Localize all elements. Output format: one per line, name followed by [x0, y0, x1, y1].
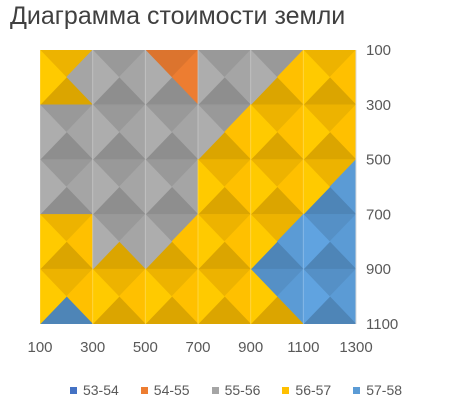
contour-cell-57-58	[303, 268, 331, 324]
contour-cell-55-56	[145, 158, 173, 216]
contour-cell-55-56	[250, 50, 278, 106]
contour-cell-56-57	[40, 268, 67, 324]
legend-item: 56-57	[282, 382, 331, 398]
contour-cell-56-57	[145, 268, 173, 324]
y-tick-label: 300	[366, 97, 391, 114]
contour-cell-56-57	[303, 104, 331, 161]
legend-item: 57-58	[353, 382, 402, 398]
legend-label: 53-54	[82, 382, 119, 398]
legend-swatch	[140, 386, 148, 394]
contour-cell-56-57	[40, 50, 67, 106]
legend-swatch	[211, 386, 219, 394]
legend-item: 55-56	[211, 382, 261, 398]
contour-cell-55-56	[145, 213, 173, 270]
x-tick-label: 300	[80, 339, 105, 356]
y-tick-label: 500	[366, 152, 391, 169]
x-tick-label: 500	[133, 339, 158, 356]
contour-cell-56-57	[303, 50, 331, 106]
contour-cell-55-56	[40, 159, 67, 215]
contour-cell-56-57	[250, 104, 278, 161]
contour-cell-56-57	[250, 158, 278, 216]
contour-cell-55-56	[145, 104, 173, 161]
legend-swatch	[353, 386, 361, 394]
legend-label: 55-56	[224, 382, 261, 398]
legend-item: 53-54	[69, 382, 119, 398]
x-tick-label: 1100	[287, 339, 319, 356]
y-tick-label: 700	[366, 206, 391, 223]
legend-swatch	[282, 386, 290, 394]
contour-cell-56-57	[250, 268, 278, 324]
legend-swatch	[69, 386, 77, 394]
contour-cell-55-56	[92, 104, 120, 161]
legend-label: 57-58	[366, 382, 403, 398]
contour-cell-57-58	[303, 213, 331, 270]
x-tick-label: 100	[27, 339, 52, 356]
contour-cell-56-57	[250, 213, 278, 270]
contour-cell-55-56	[92, 50, 120, 106]
x-tick-label: 900	[238, 339, 263, 356]
y-tick-label: 900	[366, 261, 391, 278]
chart-title: Диаграмма стоимости земли	[10, 2, 346, 30]
legend-label: 54-55	[153, 382, 190, 398]
y-tick-label: 100	[366, 42, 391, 59]
contour-plot-area	[40, 50, 356, 324]
contour-cell-56-57	[303, 158, 331, 216]
contour-cell-56-57	[92, 268, 120, 324]
contour-cell-55-56	[40, 104, 67, 161]
legend-item: 54-55	[140, 382, 190, 398]
contour-cell-55-56	[145, 50, 173, 106]
x-tick-label: 700	[185, 339, 210, 356]
x-axis: 100 300 500 700 900 1100 1300	[27, 339, 372, 356]
y-axis: 100 300 500 700 900 1100	[355, 42, 398, 333]
contour-cell-55-56	[197, 50, 225, 106]
y-tick-label: 1100	[366, 316, 398, 333]
contour-cell-56-57	[197, 213, 225, 270]
contour-cell-56-57	[197, 268, 225, 324]
legend-label: 56-57	[295, 382, 332, 398]
contour-cell-56-57	[40, 213, 67, 270]
contour-cell-56-57	[197, 158, 225, 216]
contour-cell-55-56	[92, 213, 120, 270]
chart-legend: 53-54 54-55 55-56 56-57 57-58	[0, 382, 472, 398]
contour-cell-55-56	[197, 104, 225, 161]
contour-cell-55-56	[92, 158, 120, 216]
x-tick-label: 1300	[339, 339, 372, 356]
